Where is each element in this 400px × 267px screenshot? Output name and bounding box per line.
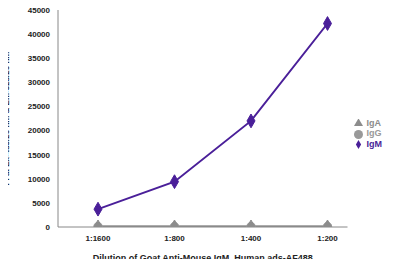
svg-text:1:800: 1:800 xyxy=(164,234,185,243)
svg-text:15000: 15000 xyxy=(28,151,51,160)
html-text:IgG: IgG xyxy=(366,128,382,139)
html-text:IgA: IgA xyxy=(366,118,381,129)
svg-text:0: 0 xyxy=(46,223,51,232)
svg-text:20000: 20000 xyxy=(28,126,51,135)
html-text:IgM: IgM xyxy=(366,138,382,149)
svg-text:25000: 25000 xyxy=(28,102,51,111)
svg-text:5000: 5000 xyxy=(32,199,50,208)
svg-text:Dilution of Goat Anti-Mouse Ig: Dilution of Goat Anti-Mouse IgM, Human a… xyxy=(93,253,313,259)
svg-text:1:400: 1:400 xyxy=(241,234,262,243)
svg-text:FI at Ex-485/20 nm & Em-528/20: FI at Ex-485/20 nm & Em-528/20 nm xyxy=(8,52,11,186)
svg-text:30000: 30000 xyxy=(28,78,51,87)
svg-text:1:200: 1:200 xyxy=(317,234,338,243)
svg-text:10000: 10000 xyxy=(28,175,51,184)
svg-text:45000: 45000 xyxy=(28,8,51,15)
svg-text:40000: 40000 xyxy=(28,30,51,39)
svg-text:35000: 35000 xyxy=(28,54,51,63)
svg-text:1:1600: 1:1600 xyxy=(86,234,111,243)
